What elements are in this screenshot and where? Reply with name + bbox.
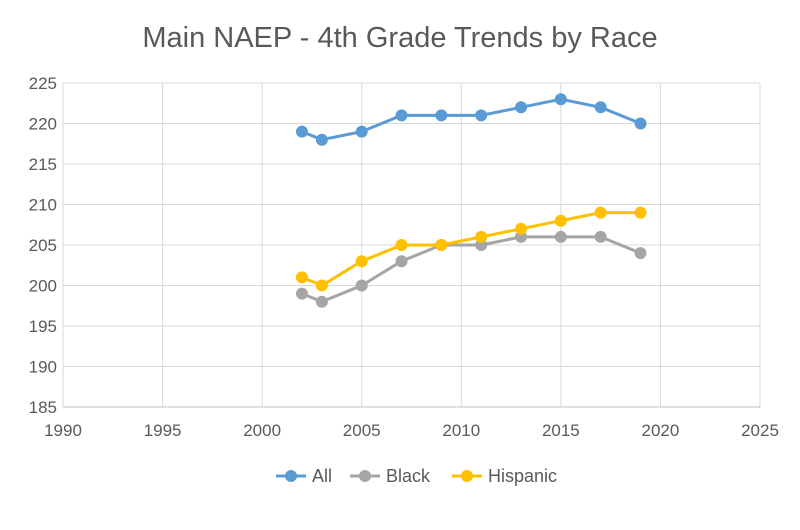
y-tick-label: 225 xyxy=(29,74,57,93)
legend-item-all: All xyxy=(276,466,332,486)
data-point xyxy=(435,239,448,251)
data-point xyxy=(395,109,408,122)
data-point xyxy=(295,125,308,138)
legend-item-hispanic: Hispanic xyxy=(452,466,557,486)
data-point xyxy=(475,230,488,243)
data-point xyxy=(355,255,368,268)
data-point xyxy=(515,101,528,114)
data-point xyxy=(554,93,567,106)
x-tick-label: 2005 xyxy=(343,421,381,440)
y-tick-label: 215 xyxy=(29,155,57,174)
data-point xyxy=(315,295,328,308)
grid xyxy=(62,82,761,408)
data-point xyxy=(475,109,488,122)
data-point xyxy=(634,117,647,130)
data-point xyxy=(594,206,607,219)
legend-label: Hispanic xyxy=(488,466,557,486)
x-tick-label: 1995 xyxy=(144,421,182,440)
series-all xyxy=(295,93,647,146)
x-tick-label: 2020 xyxy=(642,421,680,440)
y-tick-label: 205 xyxy=(29,236,57,255)
axes: 185 190 195 200 205 210 215 220 225 1990 1995 2000 2… xyxy=(29,74,779,440)
data-point xyxy=(315,133,328,146)
x-tick-label: 2010 xyxy=(442,421,480,440)
legend-marker xyxy=(461,470,473,482)
series-line xyxy=(301,211,641,287)
data-point xyxy=(554,214,567,227)
legend-label: All xyxy=(312,466,332,486)
legend: All Black Hispanic xyxy=(276,466,557,486)
data-point xyxy=(634,247,647,260)
data-point xyxy=(395,255,408,268)
y-tick-label: 220 xyxy=(29,115,57,134)
x-tick-label: 1990 xyxy=(44,421,82,440)
x-tick-label: 2000 xyxy=(243,421,281,440)
data-point xyxy=(355,279,368,292)
y-tick-label: 200 xyxy=(29,277,57,296)
plot-area xyxy=(295,93,647,308)
legend-marker xyxy=(359,470,371,482)
y-tick-label: 190 xyxy=(29,358,57,377)
series-hispanic xyxy=(295,206,647,292)
data-point xyxy=(395,239,408,251)
legend-item-black: Black xyxy=(350,466,431,486)
data-point xyxy=(295,287,308,300)
data-point xyxy=(594,230,607,243)
y-tick-label: 195 xyxy=(29,317,57,336)
series-line xyxy=(301,235,642,304)
y-tick-label: 210 xyxy=(29,196,57,215)
series-line xyxy=(301,97,642,142)
data-point xyxy=(315,279,328,292)
data-point xyxy=(435,109,448,122)
chart-title: Main NAEP - 4th Grade Trends by Race xyxy=(142,22,658,54)
legend-marker xyxy=(285,470,297,482)
y-tick-label: 185 xyxy=(29,398,57,417)
data-point xyxy=(515,222,528,235)
data-point xyxy=(295,271,308,284)
x-tick-label: 2015 xyxy=(542,421,580,440)
x-tick-label: 2025 xyxy=(741,421,779,440)
data-point xyxy=(634,206,647,219)
data-point xyxy=(594,101,607,114)
data-point xyxy=(355,125,368,138)
data-point xyxy=(554,230,567,243)
legend-label: Black xyxy=(386,466,431,486)
series-black xyxy=(295,230,647,308)
